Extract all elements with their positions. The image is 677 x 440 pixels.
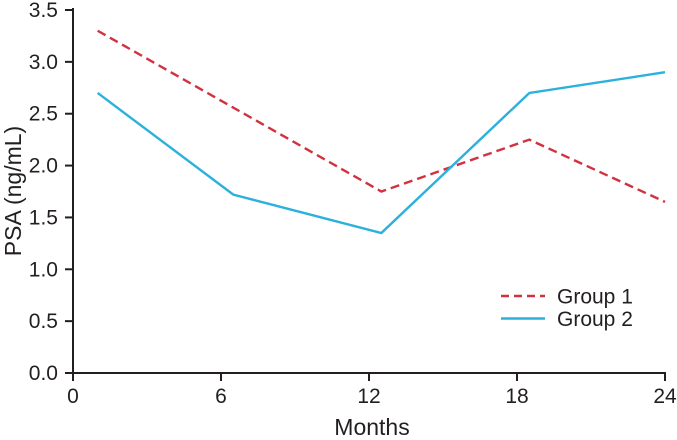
y-tick-label: 0.0 — [29, 362, 58, 385]
y-tick-label: 3.5 — [29, 0, 58, 22]
x-tick-label: 12 — [357, 385, 380, 408]
legend-item-group-1: Group 1 — [501, 286, 633, 309]
y-tick-label: 2.5 — [29, 103, 58, 126]
x-tick-label: 0 — [67, 385, 79, 408]
group-1-line — [97, 29, 666, 203]
x-tick-label: 18 — [505, 385, 528, 408]
group-2-line — [96, 71, 666, 235]
x-tick-label: 6 — [215, 385, 227, 408]
y-axis-title: PSA (ng/mL) — [0, 126, 26, 256]
y-tick-label: 1.0 — [29, 258, 58, 281]
legend-label-group-2: Group 2 — [557, 308, 633, 331]
legend-label-group-1: Group 1 — [557, 286, 633, 309]
data-series — [96, 29, 666, 235]
y-tick-label: 0.5 — [29, 310, 58, 333]
axes: 0 6 12 18 24 0.0 0.5 1.0 1.5 2.0 2.5 3.0 3.5 — [29, 0, 677, 408]
y-tick-label: 2.0 — [29, 155, 58, 178]
x-tick-label: 24 — [653, 385, 677, 408]
y-tick-label: 3.0 — [29, 51, 58, 74]
legend-item-group-2: Group 2 — [501, 308, 633, 331]
x-axis-title: Months — [334, 414, 409, 440]
y-tick-label: 1.5 — [29, 206, 58, 229]
